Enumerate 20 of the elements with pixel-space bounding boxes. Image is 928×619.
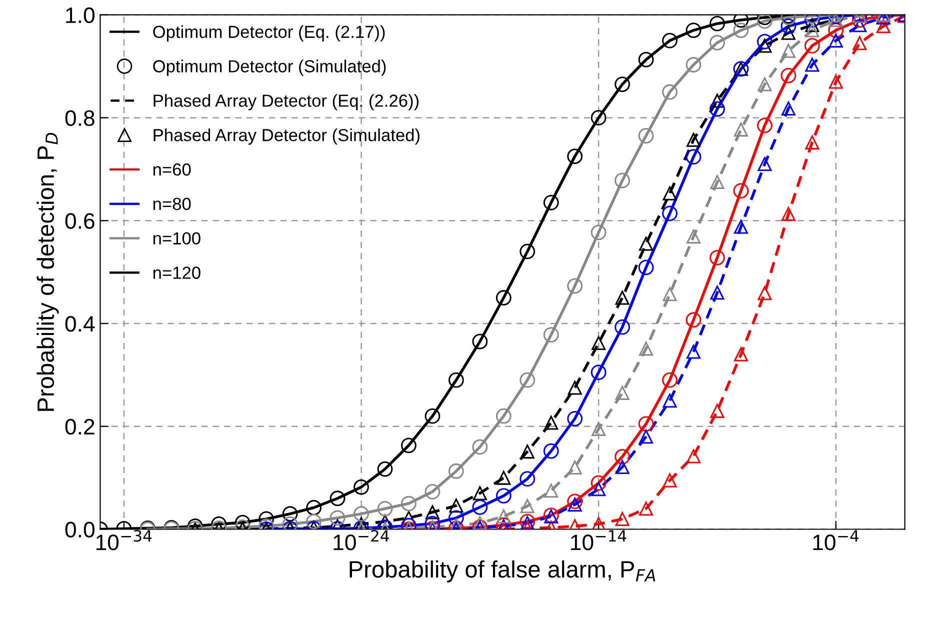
y-tick-label: 0.0 (65, 522, 94, 538)
y-tick-label: 1.0 (66, 7, 94, 24)
annotation: n=120 (153, 266, 200, 279)
legend-label: n=80 (153, 198, 191, 210)
x-tick-label: 10$^{−4}$ (813, 530, 859, 550)
y-tick-label: 0.6 (65, 213, 94, 229)
legend-label: Optimum Detector (Simulated) (153, 60, 386, 76)
x-tick-label: 10$^{−24}$ (334, 530, 389, 550)
x-tick-label: 10$^{−34}$ (96, 530, 152, 550)
legend-label: n=60 (153, 163, 191, 176)
legend-label: Phased Array Detector (Simulated) (154, 128, 420, 145)
y-tick-label: 0.8 (65, 110, 94, 126)
legend-label: n=100 (153, 232, 200, 245)
legend-label: Phased Array Detector (Eq. (2.26)) (154, 94, 419, 110)
y-tick-label: 0.4 (65, 316, 95, 332)
legend-label: Optimum Detector (Eq. (2.17)) (153, 25, 385, 42)
y-axis-title: Probability of detection, P$_{D}$ (36, 132, 59, 411)
x-axis-title: Probability of false alarm, P$_{FA}$ (350, 560, 656, 582)
x-tick-label: 10$^{−14}$ (571, 530, 626, 550)
y-tick-label: 0.2 (65, 418, 94, 435)
